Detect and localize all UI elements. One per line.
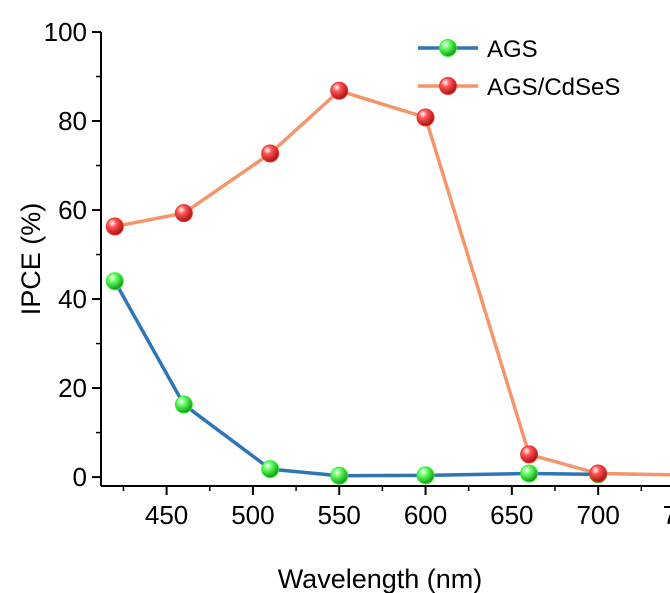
data-point-ags bbox=[261, 460, 280, 479]
y-tick-label: 20 bbox=[58, 373, 87, 403]
x-tick-label: 550 bbox=[318, 500, 361, 530]
series-markers bbox=[105, 81, 608, 485]
x-axis-label: Wavelength (nm) bbox=[278, 564, 483, 593]
plot-area bbox=[105, 81, 670, 485]
x-tick-label: 650 bbox=[490, 500, 533, 530]
y-tick-label: 100 bbox=[44, 17, 87, 47]
legend-item: AGS bbox=[418, 36, 538, 63]
data-point-ags bbox=[174, 395, 193, 414]
y-axis-label: IPCE (%) bbox=[16, 203, 46, 316]
data-point-ags-cdses bbox=[416, 108, 435, 127]
y-tick-label: 80 bbox=[58, 106, 87, 136]
legend-label: AGS/CdSeS bbox=[487, 74, 620, 101]
legend: AGS AGS/CdSeS bbox=[418, 36, 620, 101]
data-point-ags-cdses bbox=[520, 445, 539, 464]
y-tick-label: 60 bbox=[58, 195, 87, 225]
data-point-ags bbox=[330, 466, 349, 485]
x-ticks: 450 500 550 600 650 700 750 bbox=[122, 486, 670, 530]
x-tick-label: 450 bbox=[145, 500, 188, 530]
y-tick-label: 0 bbox=[73, 462, 87, 492]
data-point-ags-cdses bbox=[174, 204, 193, 223]
series-line-ags-cdses bbox=[114, 89, 670, 477]
y-tick-label: 40 bbox=[58, 284, 87, 314]
data-point-ags-cdses bbox=[105, 217, 124, 236]
x-tick-label: 600 bbox=[404, 500, 447, 530]
data-point-ags bbox=[416, 466, 435, 485]
data-point-ags bbox=[105, 272, 124, 291]
legend-marker bbox=[439, 77, 457, 95]
data-point-ags bbox=[520, 464, 539, 483]
data-point-ags-cdses bbox=[330, 81, 349, 100]
x-tick-label: 700 bbox=[576, 500, 619, 530]
legend-marker bbox=[439, 39, 457, 57]
data-point-ags-cdses bbox=[261, 144, 280, 163]
data-point-ags-cdses bbox=[589, 464, 608, 483]
y-ticks: 0 20 40 60 80 100 bbox=[44, 17, 101, 492]
legend-label: AGS bbox=[487, 36, 538, 63]
x-tick-label: 750 bbox=[663, 500, 670, 530]
series-lines bbox=[113, 89, 670, 478]
legend-item: AGS/CdSeS bbox=[418, 74, 620, 101]
x-tick-label: 500 bbox=[231, 500, 274, 530]
